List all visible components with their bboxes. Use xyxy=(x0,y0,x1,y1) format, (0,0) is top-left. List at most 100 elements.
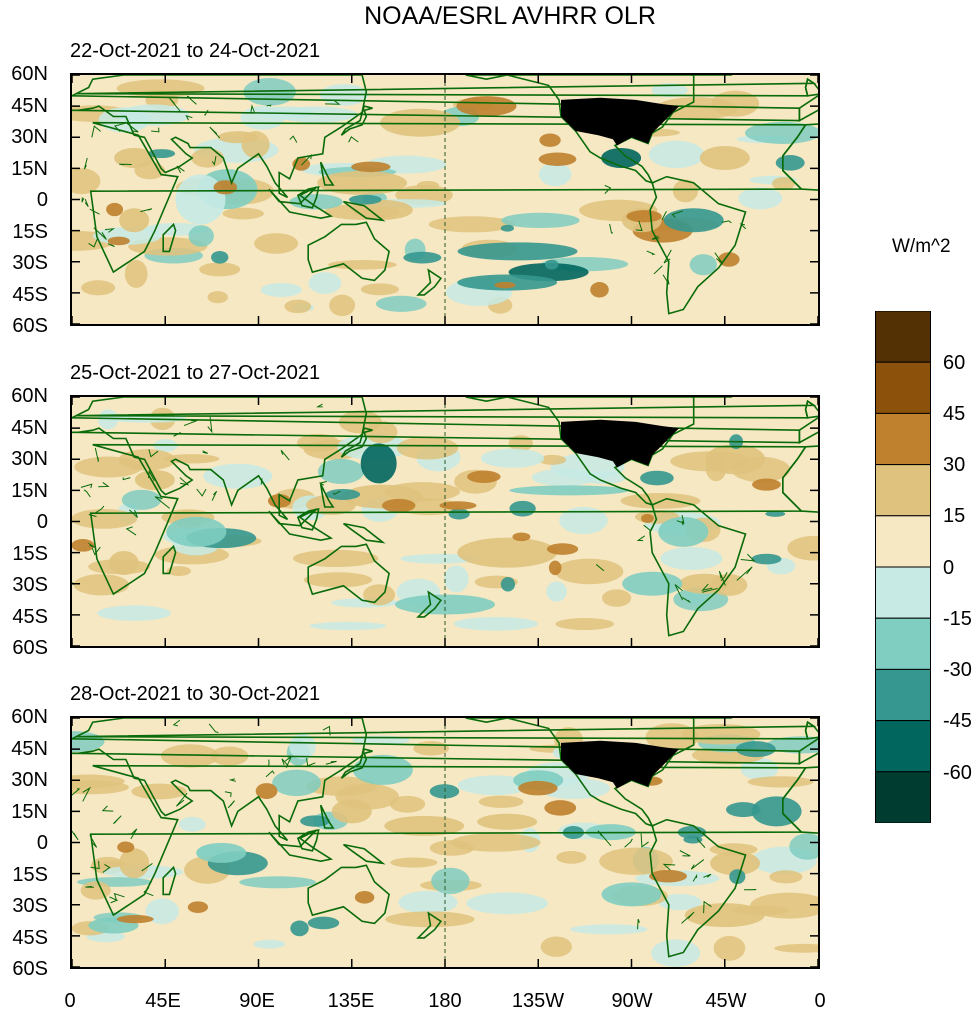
country-border xyxy=(147,469,155,482)
country-border xyxy=(679,850,691,857)
anomaly-patch xyxy=(398,890,458,914)
anomaly-patch xyxy=(538,162,572,187)
coastline xyxy=(307,864,390,925)
anomaly-patch xyxy=(466,892,549,915)
anomaly-patch xyxy=(538,454,567,465)
colorbar-unit: W/m^2 xyxy=(892,236,951,257)
anomaly-patch xyxy=(590,282,609,298)
no-data-mask-usa xyxy=(561,97,680,146)
country-border xyxy=(306,757,316,767)
anomaly-patch xyxy=(375,295,427,312)
country-border xyxy=(176,792,188,807)
country-border xyxy=(88,542,96,548)
anomaly-patch xyxy=(360,443,397,484)
country-border xyxy=(289,135,298,143)
anomaly-patch xyxy=(178,816,206,832)
y-tick: 15N xyxy=(11,480,48,502)
anomaly-patch xyxy=(626,210,662,223)
y-tick: 45N xyxy=(11,95,48,117)
colorbar-swatch xyxy=(875,412,931,466)
country-border xyxy=(624,838,633,848)
anomaly-patch xyxy=(500,576,516,592)
anomaly-patch xyxy=(512,532,531,542)
anomaly-patch xyxy=(559,506,608,535)
country-border xyxy=(151,127,160,133)
map-panel-2[interactable] xyxy=(70,395,820,648)
country-border xyxy=(105,228,116,233)
anomaly-patch xyxy=(518,780,558,796)
anomaly-patch xyxy=(72,168,101,195)
country-border xyxy=(101,805,114,812)
country-border xyxy=(224,791,232,798)
no-data-mask-usa xyxy=(561,740,680,789)
country-border xyxy=(640,833,649,848)
map-panel-1[interactable] xyxy=(70,73,820,326)
y-tick: 0 xyxy=(36,832,48,854)
anomaly-patch xyxy=(689,254,717,276)
y-tick: 45S xyxy=(12,927,48,949)
country-border xyxy=(322,725,331,736)
anomaly-patch xyxy=(509,500,536,517)
anomaly-patch xyxy=(98,409,119,430)
colorbar-swatch xyxy=(875,310,931,363)
anomaly-patch xyxy=(187,901,209,913)
anomaly-patch xyxy=(348,194,382,205)
anomaly-patch xyxy=(431,867,470,895)
anomaly-patch xyxy=(713,935,746,961)
anomaly-patch xyxy=(207,291,228,304)
colorbar-label: -15 xyxy=(943,608,972,630)
panel-1-title: 22-Oct-2021 to 24-Oct-2021 xyxy=(70,40,321,62)
anomaly-patch xyxy=(363,584,396,606)
country-border xyxy=(98,482,110,488)
colorbar-label: -30 xyxy=(943,659,972,681)
x-tick: 180 xyxy=(428,990,462,1012)
country-border xyxy=(211,490,218,501)
country-border xyxy=(72,788,81,796)
country-border xyxy=(663,249,672,264)
anomaly-patch xyxy=(684,903,765,928)
country-border xyxy=(172,719,181,727)
coastline xyxy=(804,77,818,97)
anomaly-patch xyxy=(772,177,795,191)
country-border xyxy=(227,800,235,809)
coastline xyxy=(781,766,818,834)
anomaly-patch xyxy=(188,225,214,247)
y-tick: 15S xyxy=(12,864,48,886)
anomaly-patch xyxy=(672,179,699,203)
colorbar-label: -60 xyxy=(943,762,972,784)
coastline xyxy=(268,508,334,542)
y-tick: 45N xyxy=(11,417,48,439)
country-border xyxy=(208,723,219,733)
anomaly-patch xyxy=(191,148,224,168)
anomaly-patch xyxy=(382,498,416,513)
coastline xyxy=(649,175,747,315)
anomaly-patch xyxy=(328,259,397,270)
anomaly-patch xyxy=(752,478,781,491)
anomaly-patch xyxy=(774,943,818,953)
anomaly-patch xyxy=(494,281,516,289)
anomaly-patch xyxy=(308,272,342,294)
y-tick: 45S xyxy=(12,606,48,628)
anomaly-patch xyxy=(239,876,317,889)
map-panel-3[interactable] xyxy=(70,716,820,969)
coastline xyxy=(162,865,177,896)
anomaly-patch xyxy=(570,924,648,935)
anomaly-patch xyxy=(699,146,750,170)
anomaly-patch xyxy=(213,180,238,195)
y-tick: 15N xyxy=(11,801,48,823)
country-border xyxy=(91,125,101,138)
y-tick: 15N xyxy=(11,158,48,180)
country-border xyxy=(204,109,209,116)
anomaly-patch xyxy=(203,463,273,489)
no-data-mask-usa xyxy=(561,419,680,468)
y-tick: 30N xyxy=(11,448,48,470)
country-border xyxy=(125,526,137,536)
country-border xyxy=(284,755,292,768)
anomaly-patch xyxy=(601,589,632,607)
country-border xyxy=(113,892,125,901)
y-tick: 15S xyxy=(12,221,48,243)
anomaly-patch xyxy=(108,551,139,575)
country-border xyxy=(81,197,85,203)
anomaly-patch xyxy=(599,847,673,875)
anomaly-patch xyxy=(439,501,477,510)
